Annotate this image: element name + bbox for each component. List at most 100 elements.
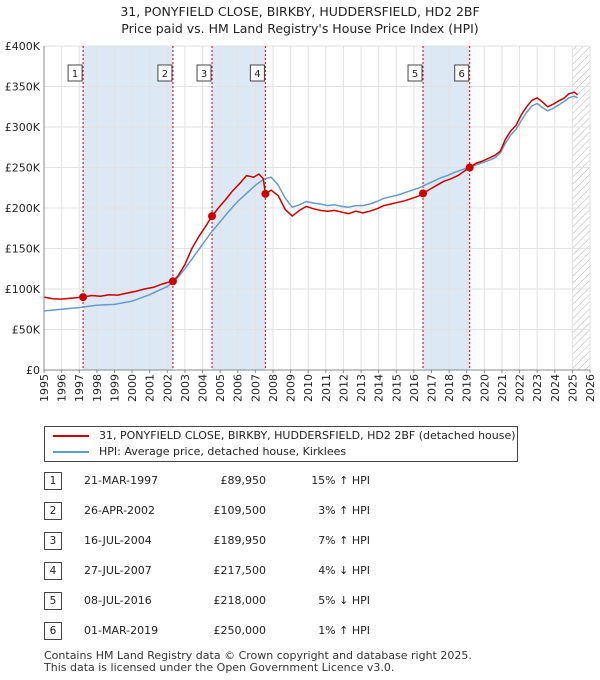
- sale-price: £218,000: [213, 594, 267, 607]
- sale-date: 26-APR-2002: [84, 504, 156, 517]
- x-tick-label: 2003: [179, 374, 192, 402]
- sale-hpi-diff: 1% ↑ HPI: [318, 624, 370, 637]
- x-tick-label: 1996: [56, 374, 69, 402]
- sale-date: 27-JUL-2007: [84, 564, 152, 577]
- x-tick-label: 2017: [425, 374, 438, 402]
- y-tick-label: £250K: [5, 162, 41, 175]
- table-row: 3 16-JUL-2004 £189,950 7% ↑ HPI: [44, 532, 464, 550]
- x-tick-label: 2025: [566, 374, 579, 402]
- x-tick-label: 2023: [531, 374, 544, 402]
- legend-label-hpi: HPI: Average price, detached house, Kirk…: [99, 445, 347, 458]
- y-tick-label: £50K: [12, 324, 41, 337]
- x-tick-label: 2022: [514, 374, 527, 402]
- chart-title-line2: Price paid vs. HM Land Registry's House …: [121, 21, 479, 36]
- y-tick-label: £400K: [5, 40, 41, 53]
- sale-marker-box: [67, 64, 83, 82]
- series-line-property: [43, 91, 579, 300]
- sale-point: [208, 212, 217, 221]
- legend-item-property: 31, PONYFIELD CLOSE, BIRKBY, HUDDERSFIEL…: [53, 428, 516, 444]
- legend-item-hpi: HPI: Average price, detached house, Kirk…: [53, 444, 346, 460]
- y-tick-label: £0: [26, 364, 40, 377]
- series-line-hpi: [43, 95, 579, 312]
- sale-hpi-diff: 4% ↓ HPI: [318, 564, 370, 577]
- x-tick-label: 2000: [126, 374, 139, 402]
- y-tick-label: £100K: [5, 283, 41, 296]
- x-tick-label: 2001: [144, 374, 157, 402]
- legend-label-property: 31, PONYFIELD CLOSE, BIRKBY, HUDDERSFIEL…: [99, 429, 516, 442]
- sale-hpi-diff: 3% ↑ HPI: [318, 504, 370, 517]
- y-tick-label: £200K: [5, 202, 41, 215]
- sale-point: [465, 163, 474, 172]
- sale-marker-label: 1: [72, 69, 78, 80]
- sale-point: [419, 189, 428, 198]
- footer-attribution: Contains HM Land Registry data © Crown c…: [44, 650, 472, 674]
- x-tick-label: 1997: [73, 374, 86, 402]
- price-chart: 1 2 3 4 5 6 £0 £50K £100K £150K £200K £250K £300K £3…: [5, 40, 597, 402]
- sale-marker-label: 4: [254, 69, 260, 80]
- x-tick-label: 2009: [285, 374, 298, 402]
- x-tick-label: 2013: [355, 374, 368, 402]
- sale-number-badge: 3: [44, 532, 62, 550]
- chart-title: 31, PONYFIELD CLOSE, BIRKBY, HUDDERSFIEL…: [0, 3, 600, 37]
- x-tick-label: 2019: [461, 374, 474, 402]
- x-tick-label: 2024: [549, 374, 562, 402]
- table-row: 1 21-MAR-1997 £89,950 15% ↑ HPI: [44, 472, 464, 490]
- sale-number-badge: 5: [44, 592, 62, 610]
- sale-point: [79, 293, 88, 302]
- x-tick-label: 1998: [91, 374, 104, 402]
- table-row: 6 01-MAR-2019 £250,000 1% ↑ HPI: [44, 622, 464, 640]
- x-tick-label: 2012: [337, 374, 350, 402]
- x-tick-label: 2016: [408, 374, 421, 402]
- x-tick-label: 2018: [443, 374, 456, 402]
- sale-number-badge: 2: [44, 502, 62, 520]
- sale-date: 16-JUL-2004: [84, 534, 152, 547]
- sale-date: 21-MAR-1997: [84, 474, 159, 487]
- sale-price: £217,500: [213, 564, 267, 577]
- sale-price: £189,950: [213, 534, 267, 547]
- sale-price: £109,500: [213, 504, 267, 517]
- x-tick-label: 2007: [249, 374, 262, 402]
- sale-marker-label: 6: [459, 69, 465, 80]
- x-tick-label: 2011: [320, 374, 333, 402]
- sale-number-badge: 4: [44, 562, 62, 580]
- y-tick-label: £350K: [5, 81, 41, 94]
- x-tick-label: 2026: [584, 374, 597, 402]
- sale-point: [168, 277, 177, 286]
- x-tick-label: 1999: [108, 374, 121, 402]
- x-tick-label: 2010: [302, 374, 315, 402]
- sale-hpi-diff: 15% ↑ HPI: [311, 474, 370, 487]
- sale-marker-label: 3: [201, 69, 207, 80]
- table-row: 2 26-APR-2002 £109,500 3% ↑ HPI: [44, 502, 464, 520]
- legend-swatch-hpi: [53, 451, 89, 453]
- x-tick-label: 2006: [232, 374, 245, 402]
- sale-marker-box: [454, 64, 470, 82]
- sale-marker-box: [196, 64, 212, 82]
- sale-marker-box: [407, 64, 423, 82]
- sale-price: £89,950: [220, 474, 267, 487]
- x-tick-label: 2020: [478, 374, 491, 402]
- sale-number-badge: 1: [44, 472, 62, 490]
- sale-date: 08-JUL-2016: [84, 594, 152, 607]
- chart-title-line1: 31, PONYFIELD CLOSE, BIRKBY, HUDDERSFIEL…: [120, 4, 480, 19]
- table-row: 4 27-JUL-2007 £217,500 4% ↓ HPI: [44, 562, 464, 580]
- x-tick-label: 2005: [214, 374, 227, 402]
- sale-marker-box: [249, 64, 265, 82]
- y-tick-label: £300K: [5, 121, 41, 134]
- sale-date: 01-MAR-2019: [84, 624, 159, 637]
- sale-number-badge: 6: [44, 622, 62, 640]
- x-tick-label: 2008: [267, 374, 280, 402]
- chart-legend: 31, PONYFIELD CLOSE, BIRKBY, HUDDERSFIEL…: [44, 426, 518, 462]
- x-tick-label: 1995: [38, 374, 51, 402]
- footer-line1: Contains HM Land Registry data © Crown c…: [44, 649, 472, 662]
- legend-swatch-property: [53, 435, 89, 437]
- table-row: 5 08-JUL-2016 £218,000 5% ↓ HPI: [44, 592, 464, 610]
- x-tick-label: 2015: [390, 374, 403, 402]
- sale-price: £250,000: [213, 624, 267, 637]
- sale-point: [261, 189, 270, 198]
- y-tick-label: £150K: [5, 243, 41, 256]
- footer-line2: This data is licensed under the Open Gov…: [44, 661, 395, 674]
- sale-marker-label: 5: [412, 69, 418, 80]
- sale-marker-label: 2: [162, 69, 168, 80]
- x-tick-label: 2014: [373, 374, 386, 402]
- sale-marker-box: [157, 64, 173, 82]
